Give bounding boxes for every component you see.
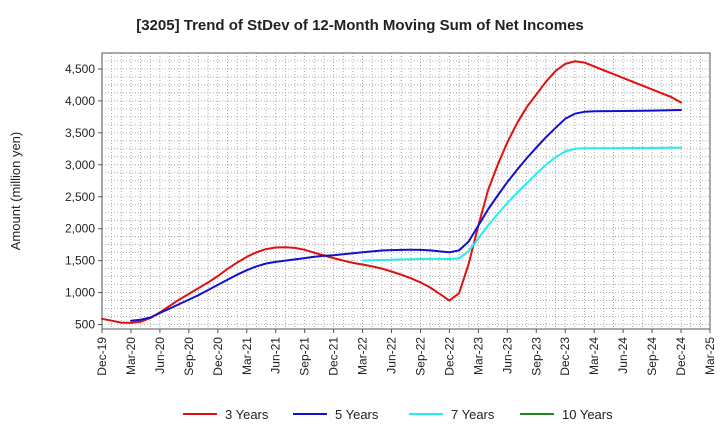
- x-tick-label: Jun-24: [616, 337, 630, 374]
- x-axis: Dec-19 Mar-20 Jun-20 Sep-20 Dec-20 Mar-21 Jun-…: [95, 329, 717, 376]
- y-tick-label: 1,000: [65, 286, 95, 300]
- x-tick-label: Dec-24: [674, 337, 688, 376]
- y-axis-label: Amount (million yen): [8, 132, 23, 251]
- chart-title: [3205] Trend of StDev of 12-Month Moving…: [136, 17, 584, 34]
- legend-label-5-years: 5 Years: [335, 407, 379, 422]
- plot-frame: [101, 52, 711, 330]
- legend-label-10-years: 10 Years: [562, 407, 613, 422]
- x-tick-label: Dec-23: [558, 337, 572, 376]
- series-line-5-years: [130, 109, 682, 322]
- y-tick-label: 2,000: [65, 222, 95, 236]
- x-tick-label: Dec-22: [442, 337, 456, 376]
- legend-label-7-years: 7 Years: [451, 407, 495, 422]
- y-tick-label: 4,500: [65, 62, 95, 76]
- x-tick-label: Sep-24: [645, 337, 659, 376]
- y-tick-label: 3,000: [65, 158, 95, 172]
- series-layer: [101, 60, 682, 324]
- legend-label-3-years: 3 Years: [225, 407, 269, 422]
- x-tick-label: Mar-23: [471, 337, 485, 375]
- x-tick-label: Dec-21: [327, 337, 341, 376]
- x-tick-label: Mar-24: [587, 337, 601, 375]
- grid: [102, 52, 710, 329]
- x-tick-label: Mar-25: [703, 337, 717, 375]
- y-tick-label: 1,500: [65, 254, 95, 268]
- x-tick-label: Jun-20: [153, 337, 167, 374]
- series-line-7-years: [361, 146, 682, 262]
- x-tick-label: Mar-20: [124, 337, 138, 375]
- y-axis: 500 1,000 1,500 2,000 2,500 3,000 3,500 4,000 4,…: [65, 62, 102, 332]
- x-tick-label: Sep-21: [298, 337, 312, 376]
- series-line-3-years: [101, 60, 682, 324]
- x-tick-label: Sep-22: [413, 337, 427, 376]
- x-tick-label: Sep-23: [529, 337, 543, 376]
- y-tick-label: 4,000: [65, 94, 95, 108]
- x-tick-label: Jun-22: [385, 337, 399, 374]
- x-tick-label: Dec-19: [95, 337, 109, 376]
- x-tick-label: Jun-21: [269, 337, 283, 374]
- x-tick-label: Dec-20: [211, 337, 225, 376]
- y-tick-label: 500: [75, 318, 95, 332]
- x-tick-label: Mar-22: [356, 337, 370, 375]
- y-tick-label: 3,500: [65, 126, 95, 140]
- x-tick-label: Mar-21: [240, 337, 254, 375]
- x-tick-label: Sep-20: [182, 337, 196, 376]
- legend: 3 Years 5 Years 7 Years 10 Years: [183, 407, 613, 422]
- y-tick-label: 2,500: [65, 190, 95, 204]
- x-tick-label: Jun-23: [500, 337, 514, 374]
